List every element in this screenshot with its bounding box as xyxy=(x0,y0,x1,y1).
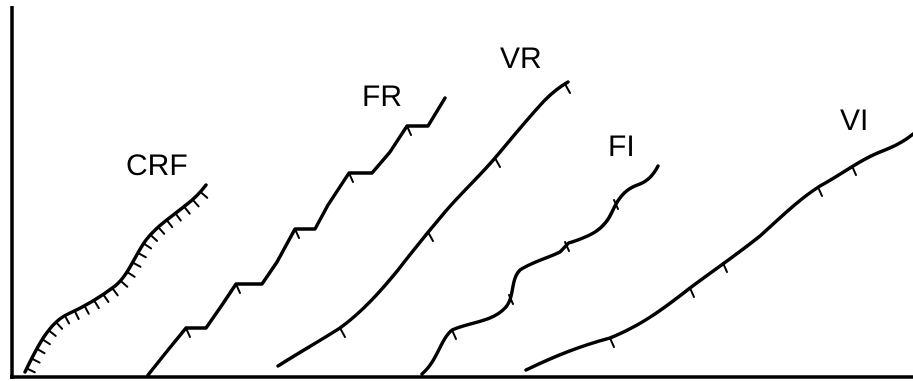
record-vr: VR xyxy=(276,42,571,368)
label-fr: FR xyxy=(362,80,402,113)
record-vi: VI xyxy=(524,104,913,372)
reinforcement-mark xyxy=(35,347,46,355)
reinforcement-mark xyxy=(348,172,354,183)
reinforcement-mark xyxy=(63,314,71,325)
reinforcement-mark xyxy=(83,304,90,315)
reinforcement-mark xyxy=(157,226,166,235)
reinforcement-mark xyxy=(131,261,142,268)
label-vr: VR xyxy=(500,42,542,75)
reinforcement-mark xyxy=(613,199,619,210)
record-fi: FI xyxy=(420,130,660,376)
reinforcement-mark xyxy=(41,338,51,346)
reinforcement-marks-fi xyxy=(451,199,619,340)
reinforcement-mark xyxy=(126,271,136,278)
reinforcement-mark xyxy=(183,205,191,215)
reinforcement-mark xyxy=(119,279,129,288)
label-crf: CRF xyxy=(126,149,188,182)
reinforcement-mark xyxy=(406,125,412,136)
reinforcement-mark xyxy=(689,287,695,298)
reinforcement-mark xyxy=(451,329,457,340)
reinforcement-mark xyxy=(564,241,570,252)
record-crf-line xyxy=(23,183,208,374)
reinforcement-mark xyxy=(564,83,571,94)
record-vi-line xyxy=(524,132,913,372)
reinforcement-mark xyxy=(102,293,110,303)
reinforcement-mark xyxy=(142,242,153,250)
reinforcement-mark xyxy=(111,287,119,297)
reinforcement-mark xyxy=(722,262,728,273)
reinforcement-mark xyxy=(165,219,174,229)
reinforcement-mark xyxy=(294,228,300,239)
reinforcement-mark xyxy=(817,186,823,197)
reinforcement-mark xyxy=(73,309,80,320)
reinforcement-mark xyxy=(235,283,241,294)
reinforcement-mark xyxy=(55,321,64,330)
reinforcement-marks-vr xyxy=(339,83,571,338)
record-fi-line xyxy=(420,164,660,376)
reinforcement-mark xyxy=(47,329,57,337)
reinforcement-mark xyxy=(199,190,209,199)
record-fr-line xyxy=(146,96,447,377)
label-vi: VI xyxy=(840,104,868,137)
reinforcement-marks-crf xyxy=(25,190,209,374)
reinforcement-mark xyxy=(136,251,147,259)
reinforcement-mark xyxy=(609,337,615,348)
reinforcement-mark xyxy=(339,327,346,338)
record-crf: CRF xyxy=(23,149,209,374)
reinforcement-mark xyxy=(93,299,100,310)
reinforcement-mark xyxy=(427,231,434,242)
reinforcement-marks-fr xyxy=(185,125,412,338)
reinforcement-mark xyxy=(25,367,36,374)
reinforcement-mark xyxy=(508,294,514,305)
reinforcement-mark xyxy=(191,198,200,208)
reinforcement-mark xyxy=(149,233,158,242)
reinforcement-mark xyxy=(494,157,501,168)
reinforcement-mark xyxy=(30,357,41,364)
label-fi: FI xyxy=(608,130,635,163)
reinforcement-mark xyxy=(185,327,191,338)
reinforcement-marks-vi xyxy=(609,165,857,348)
reinforcement-mark xyxy=(174,212,182,222)
record-fr: FR xyxy=(146,80,447,377)
reinforcement-mark xyxy=(851,165,857,176)
